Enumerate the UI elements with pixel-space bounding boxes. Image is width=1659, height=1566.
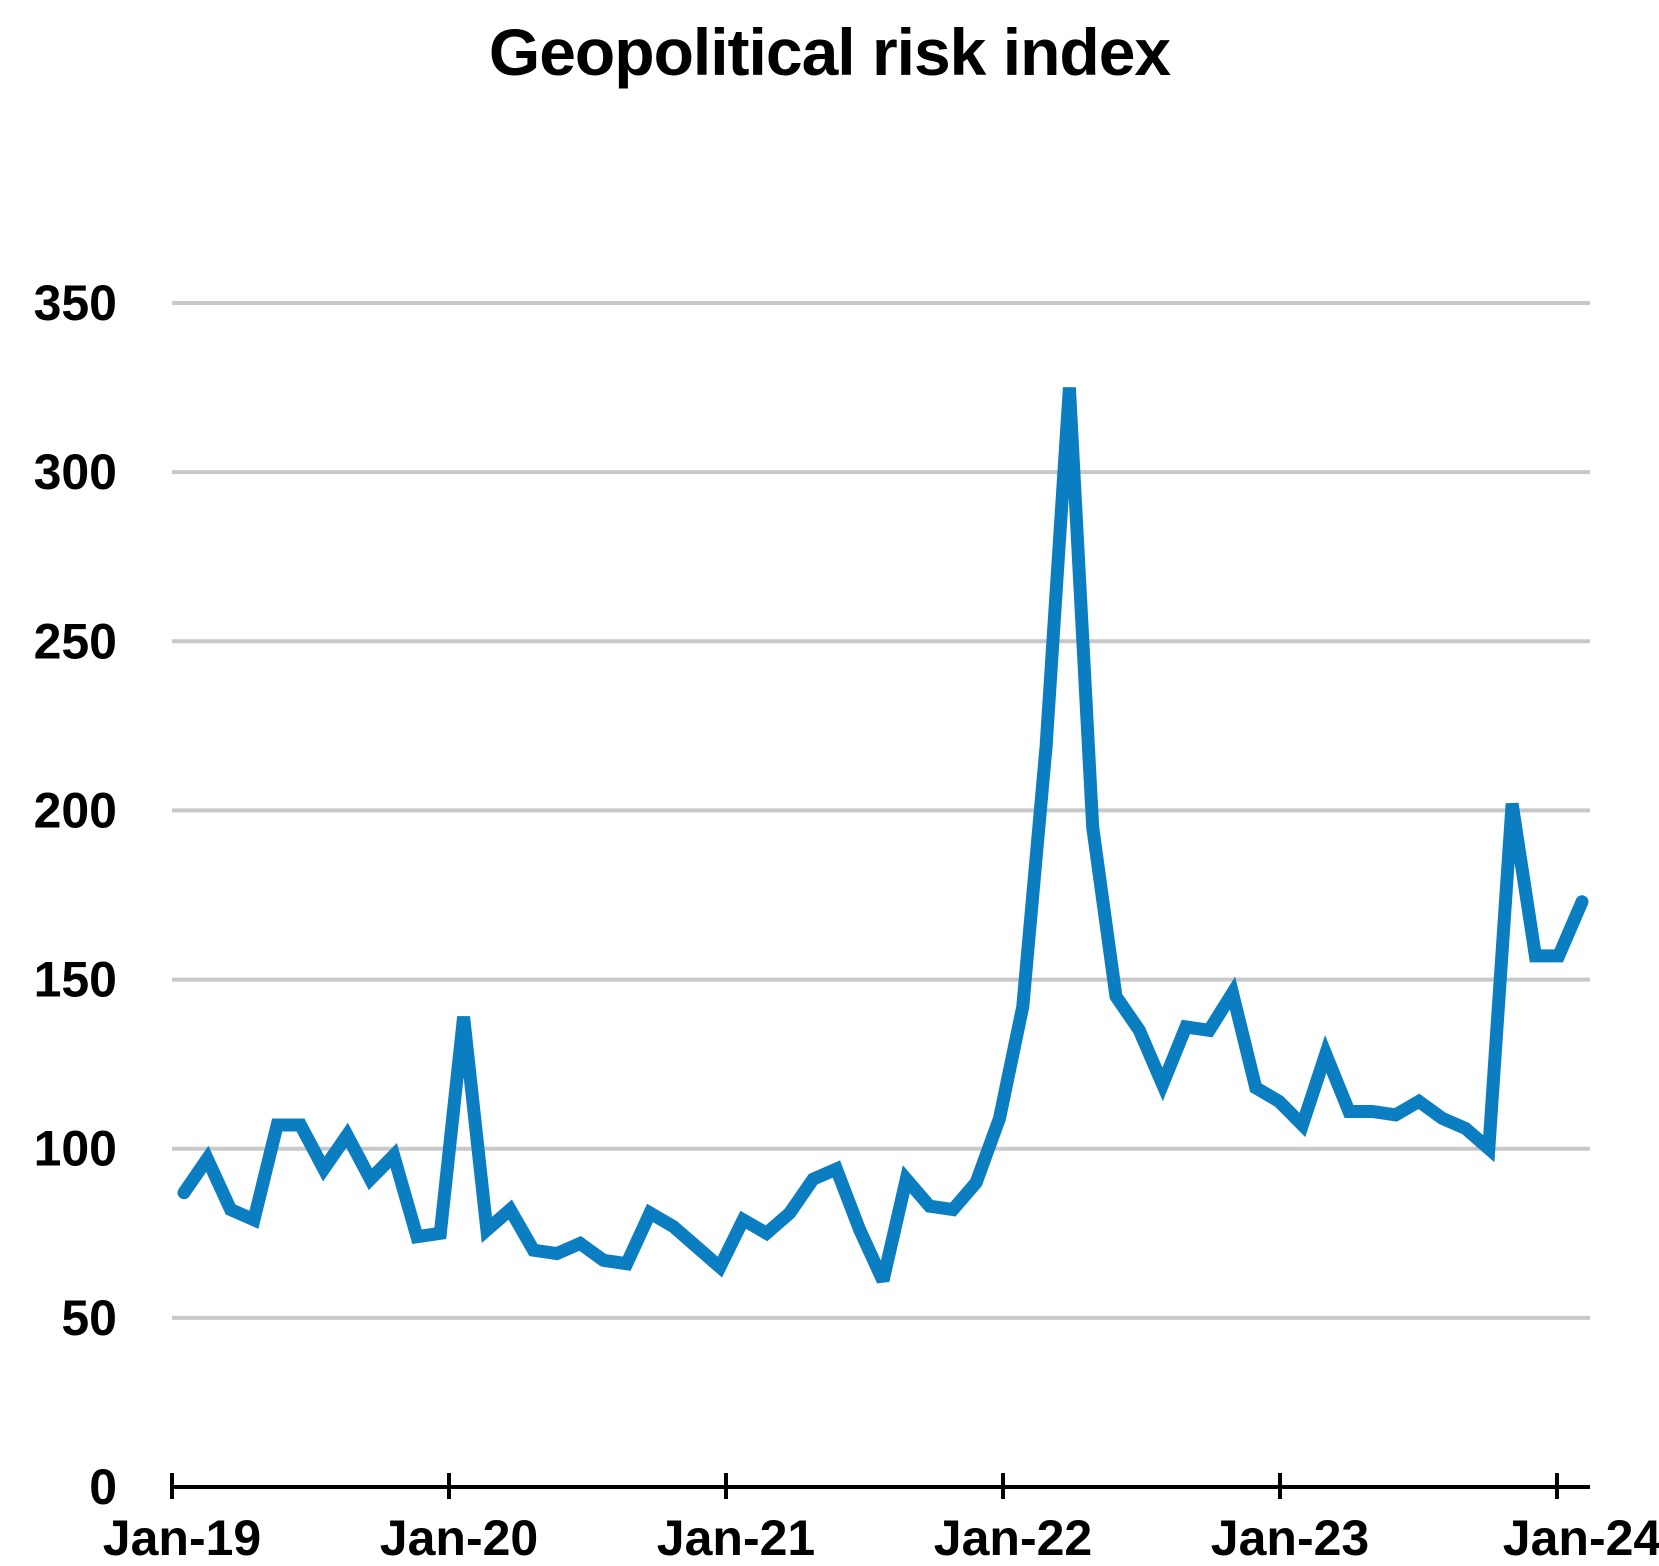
x-axis <box>170 1473 1590 1499</box>
x-tick-label-0: Jan-19 <box>103 1510 261 1566</box>
data-point <box>1395 1114 1397 1116</box>
x-tick-label-5: Jan-24 <box>1503 1510 1659 1566</box>
data-point <box>1115 996 1117 997</box>
data-point <box>1208 1029 1210 1031</box>
data-point <box>905 1178 907 1180</box>
data-point <box>1441 1117 1443 1119</box>
data-point <box>276 1124 278 1126</box>
data-point <box>1232 992 1233 994</box>
data-point <box>300 1124 301 1126</box>
chart-title: Geopolitical risk index <box>488 15 1171 89</box>
data-point <box>696 1246 698 1248</box>
data-point <box>1534 955 1536 957</box>
data-point <box>835 1168 837 1170</box>
data-point <box>602 1259 604 1261</box>
y-tick-label-250: 250 <box>34 613 117 669</box>
data-point <box>323 1168 325 1170</box>
data-point <box>1371 1111 1373 1112</box>
data-point <box>1511 803 1513 805</box>
data-point <box>369 1178 371 1180</box>
y-tick-label-200: 200 <box>34 782 117 838</box>
data-point <box>1255 1087 1257 1089</box>
data-point <box>1138 1029 1140 1031</box>
data-point <box>882 1280 884 1282</box>
x-tick-label-1: Jan-20 <box>380 1510 538 1566</box>
data-point <box>1488 1148 1490 1150</box>
gridlines <box>172 301 1590 1320</box>
data-point <box>1465 1127 1466 1129</box>
series-line-0 <box>177 387 1589 1284</box>
data-point <box>952 1209 954 1211</box>
data-point <box>1185 1026 1187 1028</box>
data-point <box>1325 1053 1327 1055</box>
data-point <box>183 1192 185 1194</box>
data-point <box>1278 1100 1280 1102</box>
data-point <box>742 1219 744 1221</box>
y-tick-label-0: 0 <box>89 1459 117 1515</box>
data-point <box>766 1232 767 1234</box>
data-point <box>463 1016 465 1018</box>
data-point <box>626 1263 628 1265</box>
data-point <box>1558 955 1560 957</box>
y-axis-labels: 0 50 100 150 200 250 300 350 <box>34 275 117 1515</box>
data-point <box>672 1226 674 1227</box>
data-point <box>253 1219 255 1221</box>
data-point <box>1162 1083 1164 1085</box>
data-point <box>812 1178 814 1180</box>
x-axis-labels: Jan-19 Jan-20 Jan-21 Jan-22 Jan-23 Jan-24 <box>103 1510 1659 1566</box>
y-tick-label-300: 300 <box>34 444 117 500</box>
data-point <box>206 1158 208 1160</box>
data-point <box>1301 1124 1303 1126</box>
series-layer <box>177 387 1589 1284</box>
y-tick-label-100: 100 <box>34 1121 117 1177</box>
data-point <box>579 1242 581 1244</box>
data-point <box>789 1212 791 1214</box>
data-point <box>1045 745 1047 747</box>
data-point <box>1022 1006 1024 1008</box>
y-tick-label-150: 150 <box>34 952 117 1008</box>
x-tick-label-4: Jan-23 <box>1211 1510 1369 1566</box>
data-point <box>1581 901 1583 903</box>
data-point <box>439 1232 441 1234</box>
data-point <box>859 1229 861 1231</box>
data-point <box>719 1266 721 1268</box>
data-point <box>486 1229 488 1231</box>
data-point <box>1068 387 1070 389</box>
data-point <box>416 1236 418 1238</box>
data-point <box>649 1212 651 1214</box>
data-point <box>929 1205 931 1207</box>
data-point <box>509 1209 511 1211</box>
data-point <box>1348 1111 1350 1112</box>
data-point <box>1418 1100 1420 1102</box>
data-point <box>533 1249 534 1251</box>
data-point <box>999 1117 1000 1119</box>
x-tick-label-2: Jan-21 <box>657 1510 815 1566</box>
data-point <box>1092 826 1094 828</box>
y-tick-label-350: 350 <box>34 275 117 331</box>
data-point <box>346 1134 348 1136</box>
data-point <box>556 1253 558 1255</box>
data-point <box>230 1209 232 1211</box>
y-tick-label-50: 50 <box>61 1290 117 1346</box>
x-tick-label-3: Jan-22 <box>934 1510 1092 1566</box>
data-point <box>393 1155 395 1156</box>
data-point <box>975 1182 977 1183</box>
